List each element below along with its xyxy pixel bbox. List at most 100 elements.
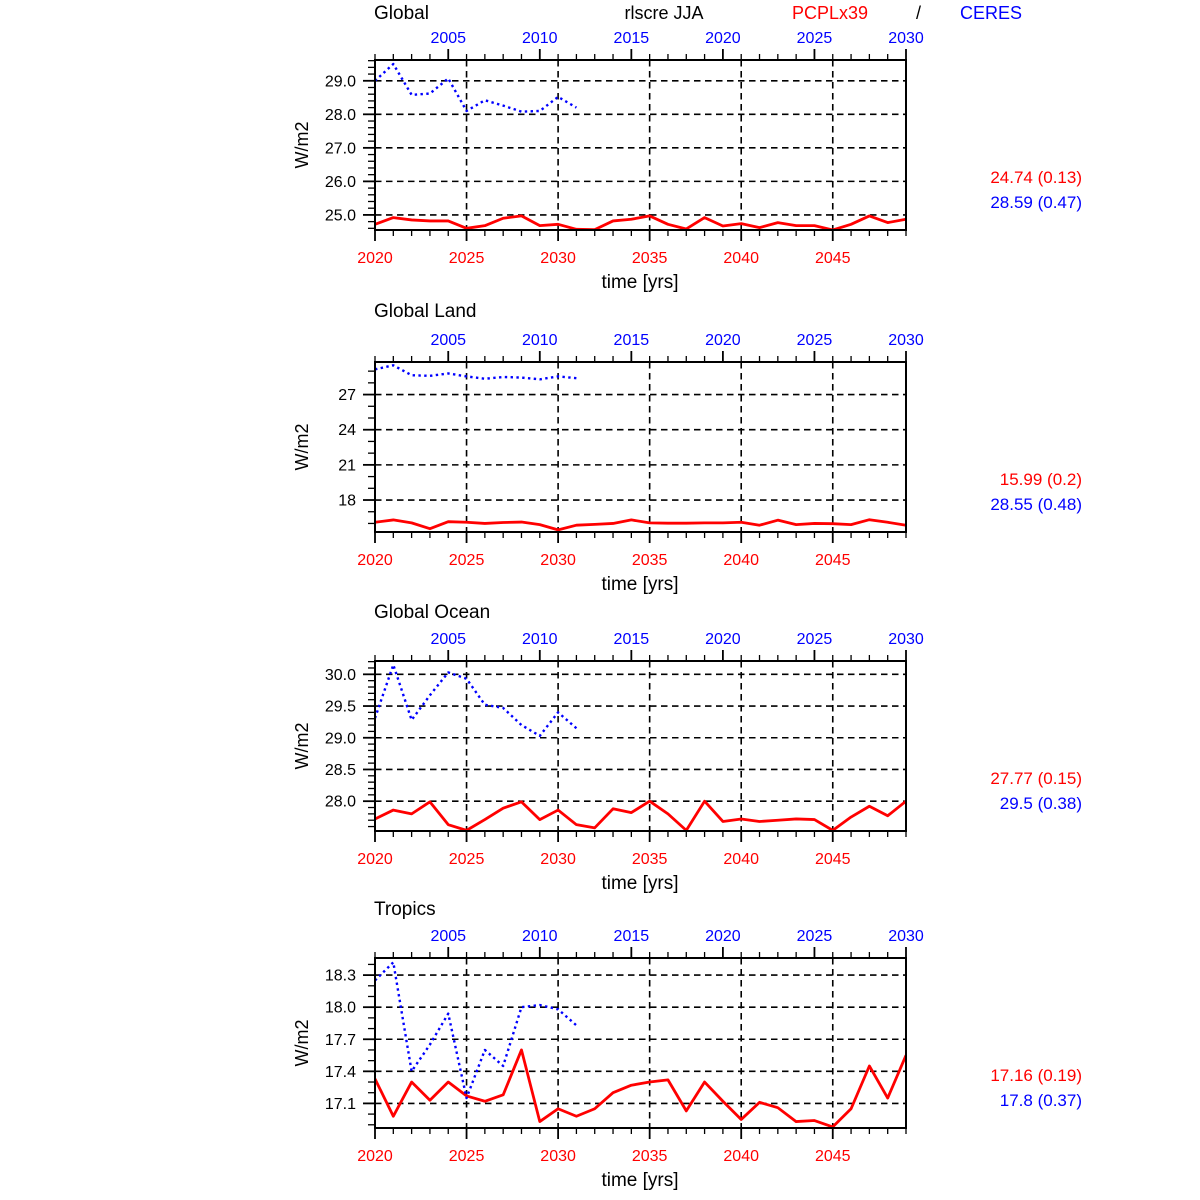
top-axis-tick-label: 2015 <box>614 30 650 47</box>
top-axis-tick-label: 2025 <box>797 332 833 349</box>
header-series-pcplx39: PCPLx39 <box>792 3 869 23</box>
panel-tropics: 2020 2025 2030 2035 2040 2045 2005 2010 2015 2020… <box>325 928 924 1165</box>
x-axis-label: time [yrs] <box>601 1170 679 1191</box>
y-axis-tick-label: 29.5 <box>325 699 356 716</box>
y-axis-tick-label: 28.5 <box>325 762 356 779</box>
top-axis-tick-label: 2010 <box>522 928 558 945</box>
series-group <box>374 961 907 1129</box>
top-axis-tick-label: 2025 <box>797 928 833 945</box>
y-axis-label: W/m2 <box>292 722 312 770</box>
y-axis-tick-label: 27 <box>338 387 356 404</box>
top-axis-tick-label: 2020 <box>705 928 741 945</box>
y-axis-tick-label: 17.7 <box>325 1032 356 1049</box>
bottom-axis-tick-label: 2040 <box>723 1148 759 1165</box>
y-axis-tick-label: 18.0 <box>325 1000 356 1017</box>
top-axis-tick-label: 2005 <box>430 332 466 349</box>
ceres-line <box>374 62 578 113</box>
y-axis-tick-label: 28.0 <box>325 794 356 811</box>
top-axis-tick-label: 2020 <box>705 30 741 47</box>
y-axis-tick-label: 21 <box>338 457 356 474</box>
plot-border <box>374 660 907 832</box>
top-axis-tick-label: 2030 <box>888 928 924 945</box>
top-axis-tick-label: 2030 <box>888 30 924 47</box>
y-axis-tick-label: 18 <box>338 493 356 510</box>
top-axis-tick-label: 2025 <box>797 631 833 648</box>
y-axis-tick-label: 17.4 <box>325 1064 356 1081</box>
top-axis-tick-label: 2005 <box>430 30 466 47</box>
bottom-axis-tick-label: 2030 <box>540 1148 576 1165</box>
top-axis-tick-label: 2015 <box>614 332 650 349</box>
bottom-axis-tick-label: 2025 <box>449 250 485 267</box>
y-axis-tick-label: 27.0 <box>325 140 356 157</box>
top-axis-tick-label: 2025 <box>797 30 833 47</box>
y-axis-label: W/m2 <box>292 121 312 169</box>
y-axis-tick-label: 29.0 <box>325 730 356 747</box>
bottom-axis-tick-label: 2030 <box>540 851 576 868</box>
bottom-axis-tick-label: 2020 <box>357 851 393 868</box>
header-series-ceres: CERES <box>960 3 1023 23</box>
bottom-axis-tick-label: 2020 <box>357 552 393 569</box>
header-series-separator: / <box>916 3 922 23</box>
panel-global-land: 2020 2025 2030 2035 2040 2045 2005 2010 2015 2020… <box>338 332 924 569</box>
bottom-axis-tick-label: 2035 <box>632 250 668 267</box>
y-axis-tick-label: 30.0 <box>325 667 356 684</box>
stat-ceres-global: 28.59 (0.47) <box>990 193 1082 212</box>
series-group <box>374 663 907 832</box>
bottom-axis-tick-label: 2025 <box>449 552 485 569</box>
panel-title-global-land: Global Land <box>374 301 477 322</box>
x-axis-label: time [yrs] <box>601 873 679 894</box>
ceres-line <box>374 961 578 1100</box>
bottom-axis-tick-label: 2020 <box>357 250 393 267</box>
y-axis-tick-label: 24 <box>338 422 356 439</box>
pcplx39-line <box>374 214 907 231</box>
y-axis-label: W/m2 <box>292 423 312 471</box>
x-axis-label: time [yrs] <box>601 272 679 293</box>
bottom-axis-tick-label: 2025 <box>449 1148 485 1165</box>
bottom-axis-tick-label: 2040 <box>723 851 759 868</box>
top-axis-tick-label: 2020 <box>705 332 741 349</box>
top-axis-tick-label: 2010 <box>522 332 558 349</box>
ceres-line <box>374 663 578 738</box>
ceres-line <box>374 364 577 381</box>
bottom-axis-tick-label: 2020 <box>357 1148 393 1165</box>
bottom-axis-tick-label: 2040 <box>723 552 759 569</box>
stat-pcplx39-global-land: 15.99 (0.2) <box>999 470 1082 489</box>
top-axis-tick-label: 2005 <box>430 928 466 945</box>
y-axis-tick-label: 26.0 <box>325 174 356 191</box>
stat-pcplx39-global: 24.74 (0.13) <box>990 168 1082 187</box>
y-axis-tick-label: 29.0 <box>325 73 356 90</box>
top-axis-tick-label: 2015 <box>614 928 650 945</box>
bottom-axis-tick-label: 2035 <box>632 851 668 868</box>
series-group <box>374 62 907 231</box>
header-measure-label: rlscre JJA <box>624 3 704 23</box>
bottom-axis-tick-label: 2030 <box>540 552 576 569</box>
bottom-axis-tick-label: 2035 <box>632 1148 668 1165</box>
bottom-axis-tick-label: 2045 <box>815 552 851 569</box>
stat-pcplx39-global-ocean: 27.77 (0.15) <box>990 769 1082 788</box>
bottom-axis-tick-label: 2045 <box>815 1148 851 1165</box>
top-axis-tick-label: 2015 <box>614 631 650 648</box>
series-group <box>374 364 907 532</box>
y-axis-tick-label: 28.0 <box>325 107 356 124</box>
pcplx39-line <box>374 799 907 832</box>
top-axis-tick-label: 2030 <box>888 332 924 349</box>
bottom-axis-tick-label: 2035 <box>632 552 668 569</box>
plot-border <box>374 957 907 1129</box>
panel-global: 2020 2025 2030 2035 2040 2045 2005 2010 2015 2020… <box>325 30 924 267</box>
y-axis-tick-label: 17.1 <box>325 1096 356 1113</box>
x-axis-label: time [yrs] <box>601 574 679 595</box>
y-axis-tick-label: 25.0 <box>325 207 356 224</box>
top-axis-tick-label: 2020 <box>705 631 741 648</box>
bottom-axis-tick-label: 2045 <box>815 250 851 267</box>
bottom-axis-tick-label: 2045 <box>815 851 851 868</box>
panel-title-global: Global <box>374 3 429 24</box>
pcplx39-line <box>374 1048 907 1129</box>
top-axis-tick-label: 2005 <box>430 631 466 648</box>
top-axis-tick-label: 2010 <box>522 631 558 648</box>
y-axis-label: W/m2 <box>292 1019 312 1067</box>
plot-border <box>374 361 907 533</box>
y-axis-tick-label: 18.3 <box>325 968 356 985</box>
bottom-axis-tick-label: 2040 <box>723 250 759 267</box>
bottom-axis-tick-label: 2030 <box>540 250 576 267</box>
